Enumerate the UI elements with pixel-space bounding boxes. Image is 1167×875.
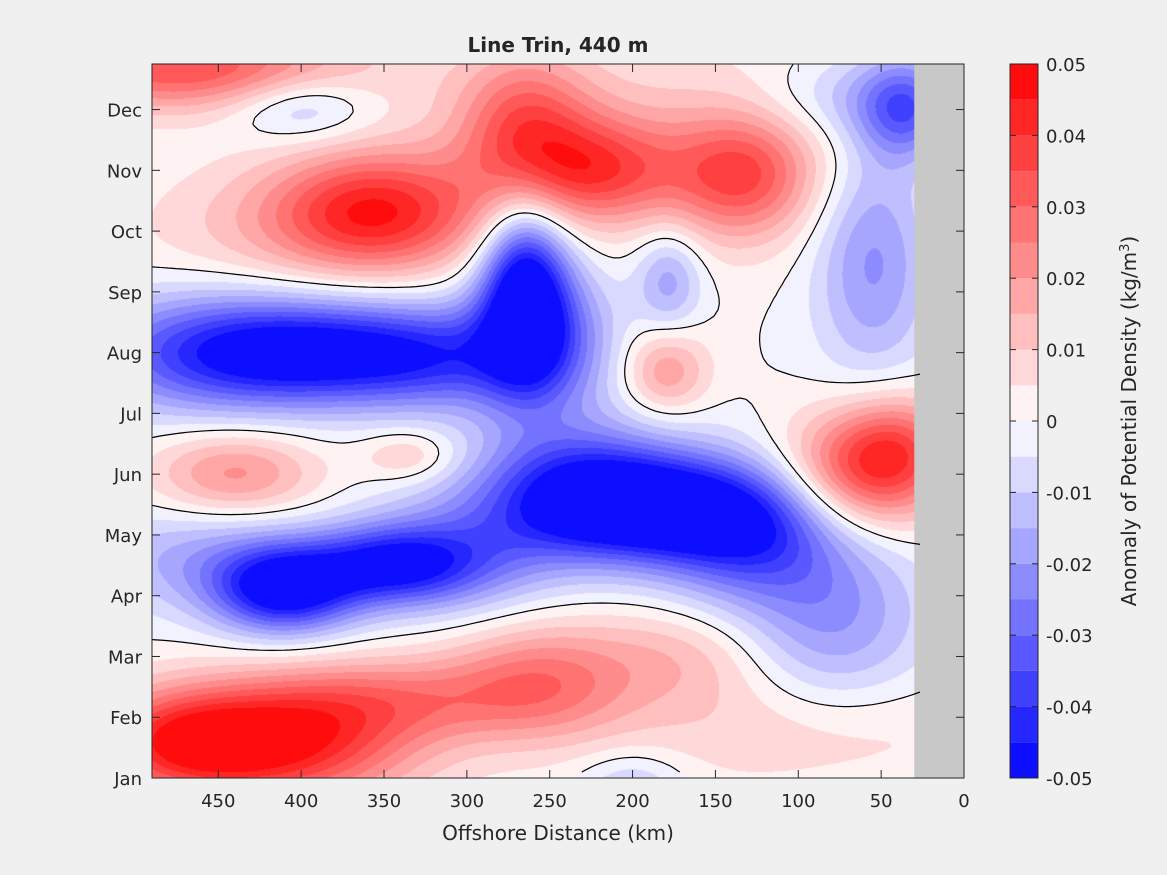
x-tick-label: 450 (201, 791, 235, 812)
y-tick-label: May (105, 526, 143, 547)
colorbar-tick-label: 0 (1046, 412, 1057, 433)
colorbar-tick-label: -0.01 (1046, 483, 1093, 504)
chart-title: Line Trin, 440 m (468, 33, 649, 57)
colorbar-level (1010, 99, 1038, 136)
colorbar-tick-label: 0.05 (1046, 55, 1086, 76)
colorbar-label-sup: 3 (1118, 244, 1133, 252)
colorbar-level (1010, 242, 1038, 279)
y-tick-label: Oct (111, 222, 142, 243)
y-tick-label: Jul (119, 404, 142, 425)
no-data-region (914, 64, 964, 778)
colorbar-level (1010, 313, 1038, 350)
y-tick-label: Feb (110, 708, 142, 729)
colorbar-label-close: ) (1117, 236, 1141, 244)
colorbar-tick-label: 0.04 (1046, 126, 1086, 147)
colorbar-level (1010, 278, 1038, 314)
y-tick-label: Apr (111, 587, 143, 608)
colorbar-tick-label: -0.04 (1046, 698, 1093, 719)
plot-frame (151, 63, 965, 779)
x-axis: 450 400 350 300 250 200 150 100 50 0 (201, 64, 970, 812)
colorbar-level (1010, 385, 1038, 421)
x-tick-label: 200 (615, 791, 649, 812)
colorbar-level (1010, 670, 1038, 707)
y-tick-label: Nov (107, 161, 142, 182)
colorbar-level (1010, 742, 1038, 778)
y-tick-label: Dec (107, 101, 142, 122)
colorbar-level (1010, 135, 1038, 172)
x-tick-label: 350 (367, 791, 401, 812)
x-tick-label: 0 (958, 791, 969, 812)
y-tick-label: Mar (108, 647, 143, 668)
colorbar-tick-label: 0.01 (1046, 341, 1086, 362)
x-tick-label: 100 (781, 791, 815, 812)
colorbar-level (1010, 635, 1038, 671)
colorbar-level (1010, 599, 1038, 636)
colorbar-level (1010, 528, 1038, 564)
zero-contour-lines (151, 63, 921, 773)
colorbar-level (1010, 64, 1038, 100)
x-axis-label: Offshore Distance (km) (442, 821, 674, 845)
x-tick-label: 150 (698, 791, 732, 812)
colorbar-tick-label: 0.03 (1046, 198, 1086, 219)
colorbar-level (1010, 171, 1038, 207)
colorbar-level (1010, 706, 1038, 743)
colorbar-level (1010, 421, 1038, 457)
contour-field (152, 64, 964, 778)
colorbar-level (1010, 349, 1038, 386)
x-tick-label: 250 (533, 791, 567, 812)
colorbar-tick-label: 0.02 (1046, 269, 1086, 290)
colorbar-tick-label: -0.05 (1046, 769, 1093, 790)
y-tick-label: Sep (108, 283, 142, 304)
colorbar-tick-label: -0.03 (1046, 626, 1093, 647)
zero-contour-path (151, 63, 921, 773)
colorbar-level (1010, 206, 1038, 243)
y-tick-label: Aug (107, 344, 142, 365)
x-tick-label: 400 (284, 791, 318, 812)
colorbar-level (1010, 456, 1038, 493)
x-tick-label: 50 (870, 791, 893, 812)
colorbar: 0.05 0.04 0.03 0.02 0.01 0 -0.01 -0.02 -0.03 -0.0… (1009, 55, 1093, 790)
colorbar-label: Anomaly of Potential Density (kg/m3) (1117, 236, 1141, 606)
colorbar-level (1010, 563, 1038, 600)
y-tick-label: Jun (113, 465, 142, 486)
plot-area: 450 400 350 300 250 200 150 100 50 0 Jan Feb Mar Apr… (105, 63, 970, 812)
x-tick-label: 300 (450, 791, 484, 812)
colorbar-tick-label: -0.02 (1046, 555, 1093, 576)
y-axis: Jan Feb Mar Apr May Jun Jul Aug Sep Oct Nov Dec (105, 101, 964, 790)
colorbar-label-text: Anomaly of Potential Density (kg/m (1117, 252, 1141, 606)
colorbar-level (1010, 492, 1038, 529)
y-tick-label: Jan (113, 769, 142, 790)
